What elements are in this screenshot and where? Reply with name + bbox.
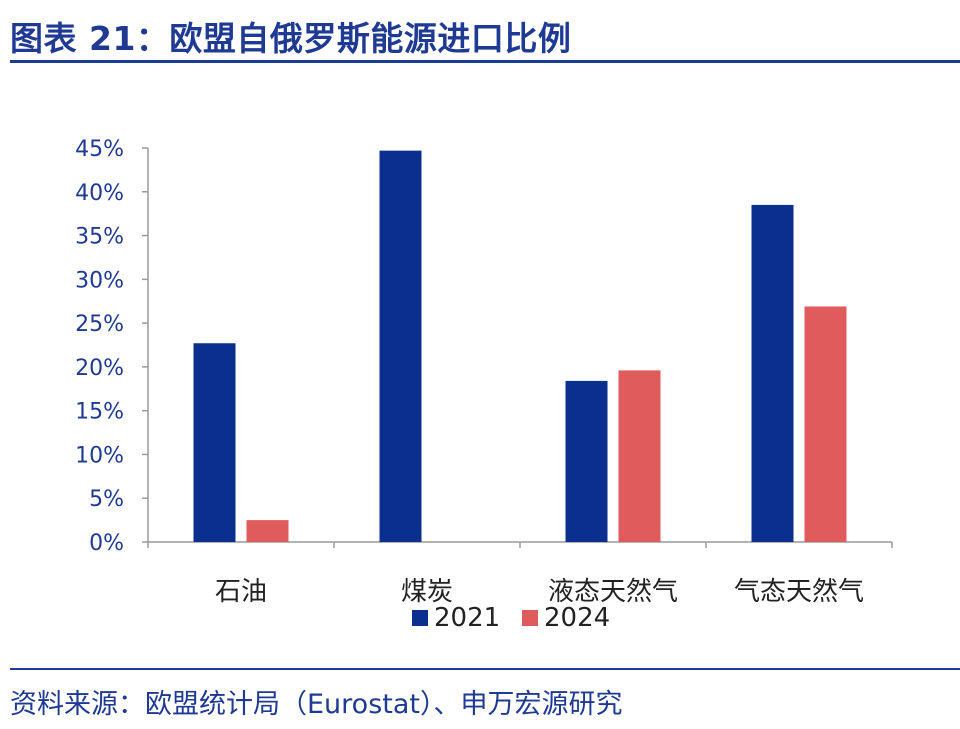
source-note: 资料来源：欧盟统计局（Eurostat）、申万宏源研究	[10, 689, 623, 720]
legend: 2021 2024	[412, 603, 610, 633]
y-tick-label: 40%	[75, 181, 124, 206]
y-tick-label: 15%	[75, 400, 124, 425]
y-tick-label: 35%	[75, 225, 124, 250]
bar-2021-1	[379, 150, 422, 543]
bar-2024-0	[246, 520, 289, 542]
y-axis: 0% 5% 10% 15% 20% 25% 30% 35% 40% 45%	[75, 137, 149, 556]
y-tick-label: 0%	[89, 531, 124, 556]
bars	[193, 150, 847, 543]
bar-2021-3	[751, 204, 794, 542]
legend-label-2024: 2024	[544, 603, 610, 633]
bar-2024-3	[804, 306, 847, 542]
y-tick-label: 45%	[75, 137, 124, 162]
bar-2021-0	[193, 343, 236, 542]
category-label: 煤炭	[401, 577, 453, 607]
y-tick-label: 25%	[75, 312, 124, 337]
x-axis: 石油 煤炭 液态天然气 气态天然气	[147, 541, 893, 607]
category-label: 液态天然气	[548, 577, 678, 607]
bar-2021-2	[565, 380, 608, 542]
legend-swatch-2024	[522, 610, 538, 626]
y-tick-label: 20%	[75, 356, 124, 381]
legend-swatch-2021	[412, 610, 428, 626]
bar-chart: 0% 5% 10% 15% 20% 25% 30% 35% 40% 45% 石油 煤炭 液态天然气 气态…	[75, 137, 893, 633]
y-tick-label: 30%	[75, 268, 124, 293]
category-label: 气态天然气	[734, 577, 864, 607]
title-rule	[10, 60, 960, 63]
legend-label-2021: 2021	[434, 603, 500, 633]
footer-rule	[10, 668, 960, 670]
chart-title: 图表 21：欧盟自俄罗斯能源进口比例	[10, 19, 572, 58]
category-label: 石油	[215, 577, 267, 607]
y-tick-label: 10%	[75, 443, 124, 468]
bar-2024-2	[618, 370, 661, 542]
y-tick-label: 5%	[89, 487, 124, 512]
